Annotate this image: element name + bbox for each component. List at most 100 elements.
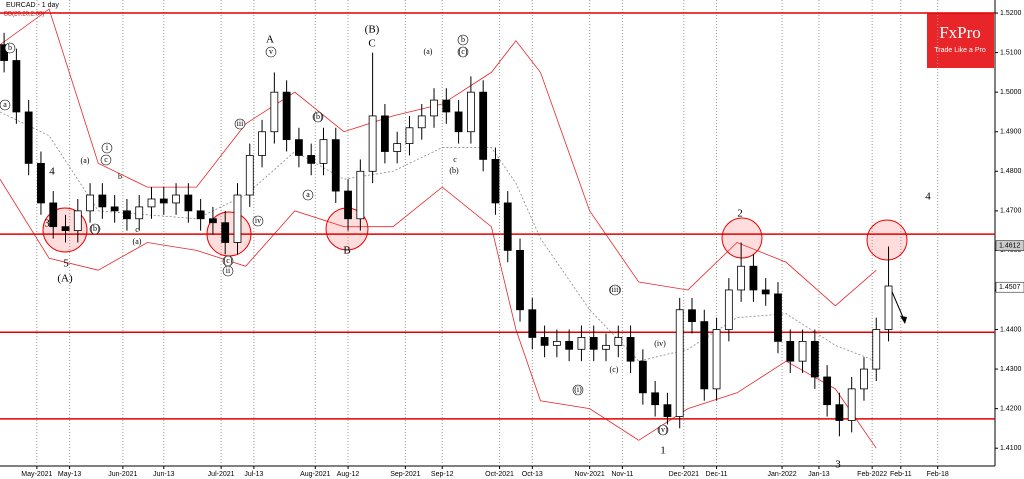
candle-body	[319, 139, 328, 164]
candle-body	[884, 285, 893, 330]
candle-body	[245, 155, 254, 196]
candle-body	[405, 127, 414, 144]
candle-body	[651, 392, 660, 406]
annotation-circle	[4, 42, 16, 54]
wave-label: (a)	[424, 47, 433, 56]
wave-label: 4	[49, 166, 55, 178]
wave-label: iv	[255, 216, 261, 225]
logo-box	[927, 13, 994, 68]
x-tick-label: Sep-2021	[390, 471, 420, 478]
wave-label: b	[118, 172, 122, 181]
candle-body	[430, 99, 438, 117]
annotation-circle	[100, 154, 112, 166]
candle-body	[442, 99, 451, 113]
wave-label: (b)	[449, 166, 459, 175]
candle-body	[221, 222, 230, 243]
candle-body	[135, 206, 144, 220]
candle-body	[737, 265, 746, 291]
candle-body	[98, 194, 107, 208]
candle-body	[479, 91, 488, 160]
wave-label: c	[453, 155, 457, 164]
candle-body	[589, 337, 598, 350]
x-tick-label: Nov-11	[611, 471, 633, 478]
wave-label: i	[106, 143, 109, 152]
y-tick-label: 1.4400	[1000, 326, 1022, 333]
wave-label: c	[135, 225, 139, 234]
candle-body	[37, 162, 45, 204]
x-tick-label: Jan-13	[808, 471, 830, 478]
annotation-circle	[252, 215, 264, 227]
wave-label: (c)	[459, 47, 468, 56]
candle-body	[466, 91, 475, 133]
candle-body	[638, 360, 647, 394]
wave-label: ii	[226, 266, 231, 275]
x-tick-label: Aug-12	[337, 471, 360, 478]
wave-label: 3	[835, 459, 841, 471]
candle-body	[491, 159, 500, 204]
candle-body	[810, 340, 819, 378]
annotation-circle	[457, 46, 469, 58]
candle-body	[110, 206, 119, 212]
annotation-circle	[89, 223, 101, 235]
x-tick-label: Feb-2022	[857, 471, 887, 478]
candle-body	[700, 321, 709, 390]
wave-label: (i)	[574, 385, 582, 394]
candle-body	[86, 194, 94, 212]
candle-body	[577, 337, 586, 350]
x-tick-label: Dec-2021	[669, 471, 699, 478]
x-tick-label: Jul-2021	[208, 471, 235, 478]
candle-body	[626, 337, 635, 362]
x-tick-label: May-2021	[21, 471, 52, 478]
wave-label: 3	[44, 218, 50, 230]
candle-body	[872, 329, 881, 370]
candle-body	[540, 337, 549, 346]
wave-label: (b)	[313, 112, 323, 121]
candle-body	[847, 388, 856, 421]
y-tick-label: 1.4300	[1000, 366, 1022, 373]
candle-body	[344, 190, 352, 220]
candle-body	[503, 202, 512, 251]
annotation-circle	[609, 284, 621, 296]
logo-slogan: Trade Like a Pro	[934, 47, 986, 54]
wave-label: b	[461, 35, 465, 44]
chart-title: EURCAD - 1 day	[6, 2, 59, 9]
candle-body	[172, 194, 180, 204]
candle-body	[860, 368, 868, 390]
candle-body	[258, 131, 266, 156]
candle-body	[24, 111, 33, 164]
price-label: 1.4612	[999, 243, 1021, 250]
y-tick-label: 1.4200	[1000, 405, 1022, 412]
y-tick-label: 1.4100	[1000, 445, 1022, 452]
y-tick-label: 1.5100	[1000, 49, 1022, 56]
band-line	[0, 8, 877, 307]
candle-body	[761, 289, 770, 295]
candle-body	[233, 194, 242, 243]
candle-body	[724, 289, 733, 330]
price-label-box	[995, 240, 1024, 251]
wave-label: 5	[63, 258, 69, 270]
candle-body	[393, 143, 402, 152]
highlight-circle	[721, 217, 763, 259]
wave-label: 2	[737, 208, 743, 220]
y-tick-label: 1.4900	[1000, 129, 1022, 136]
wave-label: B	[343, 245, 350, 257]
y-tick-label: 1.4700	[1000, 208, 1022, 215]
candle-body	[516, 250, 524, 311]
annotation-circle	[234, 118, 246, 130]
wave-label: C	[368, 38, 375, 50]
x-tick-label: Feb-11	[890, 471, 912, 478]
candle-body	[184, 194, 193, 212]
candle-body	[835, 404, 844, 421]
band-line	[0, 178, 877, 449]
candle-body	[614, 337, 623, 346]
candle-body	[565, 340, 574, 350]
candle-body	[356, 170, 365, 220]
wave-label: iii	[237, 119, 244, 128]
candle-body	[196, 210, 205, 220]
candle-body	[749, 265, 758, 291]
annotation-circle	[101, 142, 113, 154]
forecast-arrow	[889, 286, 906, 323]
candle-body	[331, 139, 340, 192]
candle-body	[552, 340, 561, 346]
x-tick-label: Oct-13	[522, 471, 543, 478]
